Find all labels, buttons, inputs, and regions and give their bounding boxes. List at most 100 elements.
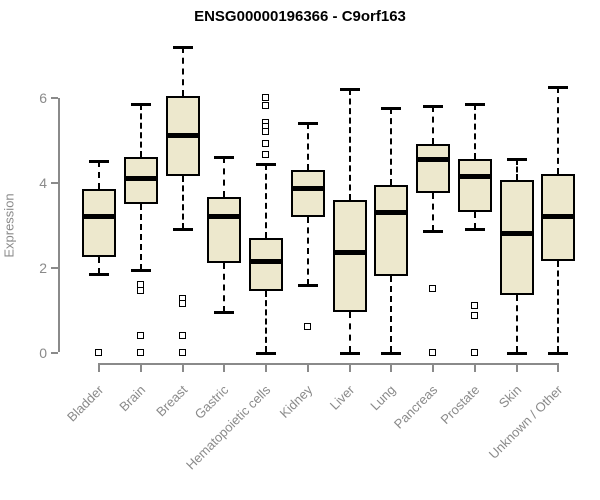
whisker-lower-pancreas — [432, 193, 435, 232]
box-gastric — [207, 197, 242, 264]
box-hematopoietic-cells — [249, 237, 284, 291]
y-tick-label-2: 2 — [39, 259, 47, 276]
outlier-point-hematopoietic-cells — [262, 127, 270, 135]
outlier-point-brain — [137, 286, 145, 294]
box-lung — [374, 184, 409, 277]
y-tick-label-6: 6 — [39, 89, 47, 106]
outlier-point-breast — [178, 348, 186, 356]
y-tick-label-0: 0 — [39, 344, 47, 361]
x-tick — [306, 365, 309, 372]
box-pancreas — [416, 144, 451, 194]
median-unknown-other — [541, 214, 576, 220]
whisker-upper-brain — [140, 104, 143, 158]
y-axis-label: Expression — [1, 193, 17, 258]
whisker-lower-unknown-other — [557, 261, 560, 353]
category-label-lung: Lung — [367, 382, 399, 414]
whisker-lower-bladder — [98, 256, 101, 274]
whisker-upper-gastric — [223, 157, 226, 198]
whisker-cap-low-breast — [172, 228, 193, 232]
whisker-cap-high-brain — [131, 103, 152, 107]
whisker-cap-high-liver — [339, 88, 360, 92]
outlier-point-bladder — [95, 348, 103, 356]
whisker-cap-low-prostate — [464, 228, 485, 232]
y-tick — [51, 181, 58, 184]
x-tick — [181, 365, 184, 372]
whisker-cap-low-skin — [506, 351, 527, 355]
whisker-lower-breast — [181, 176, 184, 230]
category-label-kidney: Kidney — [276, 382, 316, 421]
whisker-cap-high-skin — [506, 158, 527, 162]
whisker-cap-high-prostate — [464, 103, 485, 107]
x-tick — [98, 365, 101, 372]
box-kidney — [290, 169, 325, 217]
whisker-cap-high-kidney — [297, 122, 318, 126]
whisker-lower-hematopoietic-cells — [265, 290, 268, 353]
outlier-point-prostate — [470, 348, 478, 356]
whisker-upper-liver — [348, 89, 351, 200]
whisker-cap-low-kidney — [297, 283, 318, 287]
median-liver — [332, 250, 367, 256]
whisker-cap-high-hematopoietic-cells — [256, 162, 277, 166]
box-bladder — [82, 188, 117, 257]
category-label-bladder: Bladder — [64, 382, 107, 425]
x-tick — [432, 365, 435, 372]
whisker-upper-breast — [181, 46, 184, 96]
whisker-lower-prostate — [473, 212, 476, 230]
whisker-lower-skin — [515, 295, 518, 353]
x-tick — [140, 365, 143, 372]
whisker-cap-low-unknown-other — [548, 351, 569, 355]
y-axis-line — [58, 97, 60, 353]
whisker-upper-bladder — [98, 161, 101, 189]
outlier-point-breast — [178, 299, 186, 307]
outlier-point-hematopoietic-cells — [262, 140, 270, 148]
x-tick — [515, 365, 518, 372]
whisker-lower-gastric — [223, 263, 226, 313]
whisker-cap-high-unknown-other — [548, 86, 569, 90]
whisker-lower-brain — [140, 203, 143, 270]
whisker-cap-high-lung — [381, 107, 402, 111]
category-label-gastric: Gastric — [192, 382, 232, 422]
median-prostate — [457, 173, 492, 179]
outlier-point-kidney — [303, 323, 311, 331]
category-label-unknown-other: Unknown / Other — [486, 382, 566, 462]
whisker-upper-pancreas — [432, 106, 435, 145]
outlier-point-hematopoietic-cells — [262, 93, 270, 101]
whisker-cap-low-hematopoietic-cells — [256, 351, 277, 355]
median-brain — [124, 175, 159, 181]
median-bladder — [82, 214, 117, 220]
x-tick — [390, 365, 393, 372]
chart-title: ENSG00000196366 - C9orf163 — [194, 8, 406, 25]
whisker-cap-low-lung — [381, 351, 402, 355]
y-tick-label-4: 4 — [39, 174, 47, 191]
whisker-cap-low-pancreas — [423, 230, 444, 234]
whisker-upper-skin — [515, 159, 518, 181]
outlier-point-hematopoietic-cells — [262, 151, 270, 158]
whisker-lower-liver — [348, 312, 351, 353]
outlier-point-pancreas — [429, 348, 437, 356]
whisker-cap-high-pancreas — [423, 105, 444, 109]
whisker-lower-kidney — [306, 216, 309, 285]
box-prostate — [457, 159, 492, 213]
y-tick — [51, 351, 58, 354]
y-tick — [51, 96, 58, 99]
box-liver — [332, 199, 367, 313]
whisker-upper-prostate — [473, 104, 476, 160]
whisker-cap-low-bladder — [89, 272, 110, 276]
whisker-upper-unknown-other — [557, 87, 560, 175]
box-skin — [499, 180, 534, 296]
x-tick — [223, 365, 226, 372]
y-tick — [51, 266, 58, 269]
outlier-point-hematopoietic-cells — [262, 102, 270, 110]
median-hematopoietic-cells — [249, 258, 284, 264]
outlier-point-brain — [137, 348, 145, 356]
outlier-point-prostate — [470, 301, 478, 309]
median-kidney — [290, 186, 325, 192]
x-tick — [557, 365, 560, 372]
outlier-point-prostate — [470, 312, 478, 320]
x-tick — [348, 365, 351, 372]
median-breast — [165, 133, 200, 139]
category-label-brain: Brain — [116, 382, 149, 415]
whisker-cap-high-gastric — [214, 156, 235, 160]
whisker-cap-high-bladder — [89, 160, 110, 164]
